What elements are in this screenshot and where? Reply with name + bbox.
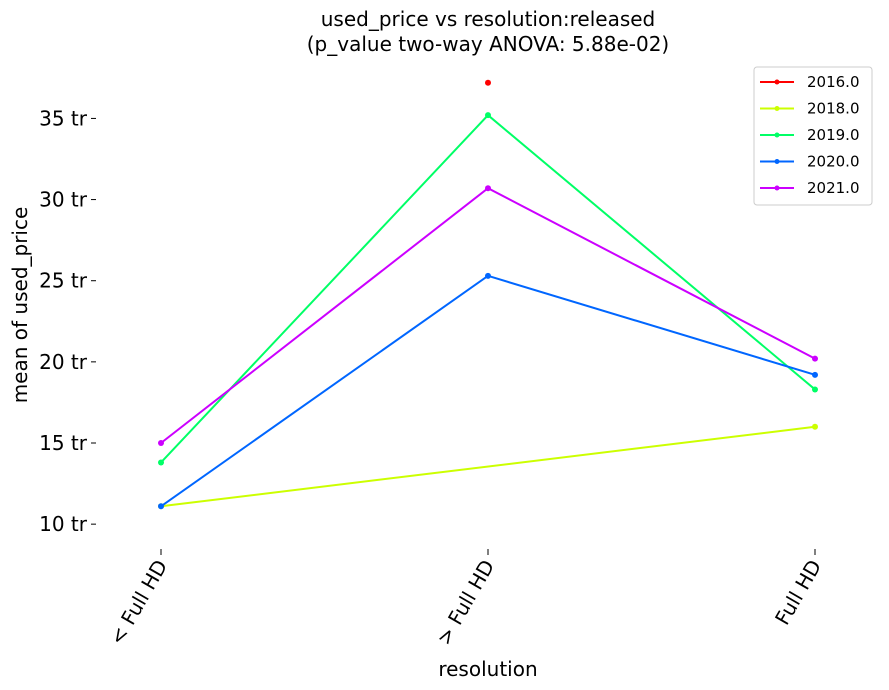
x-tick-label: > Full HD: [431, 556, 499, 650]
legend-box: [753, 66, 873, 206]
data-point: [485, 185, 491, 192]
series-layer: [158, 79, 818, 510]
x-tick-label: Full HD: [770, 556, 826, 629]
legend-item: 2021.0: [760, 179, 860, 197]
data-point: [158, 503, 164, 510]
data-point: [812, 423, 818, 430]
x-tick-label: < Full HD: [104, 556, 172, 650]
x-axis-label: resolution: [438, 657, 537, 681]
data-point: [485, 112, 491, 119]
y-tick-label: 20 tr: [39, 350, 88, 374]
series-2019.0: [158, 112, 818, 466]
x-axis: < Full HD > Full HD Full HD: [104, 549, 826, 649]
legend: 2016.0 2018.0 2019.0 2020.0 2021.0: [753, 66, 873, 206]
y-axis: 10 tr 15 tr 20 tr 25 tr 30 tr 35 tr: [39, 106, 96, 536]
y-tick-label: 35 tr: [39, 106, 88, 130]
series-line: [160, 274, 816, 508]
data-point: [812, 355, 818, 362]
series-2021.0: [158, 185, 818, 447]
legend-label: 2019.0: [807, 126, 860, 144]
legend-marker: [774, 185, 780, 191]
legend-marker: [774, 79, 780, 85]
series-2016.0: [485, 79, 491, 86]
legend-label: 2018.0: [807, 100, 860, 118]
legend-item: 2019.0: [760, 126, 860, 144]
y-tick-label: 25 tr: [39, 269, 88, 293]
y-axis-label: mean of used_price: [8, 207, 32, 404]
legend-item: 2016.0: [760, 73, 860, 91]
data-point: [158, 459, 164, 466]
legend-marker: [774, 106, 780, 111]
series-line: [160, 113, 816, 464]
legend-label: 2020.0: [807, 153, 860, 171]
legend-item: 2020.0: [760, 153, 860, 171]
chart-title: used_price vs resolution:released: [321, 7, 656, 31]
series-line: [160, 187, 816, 444]
chart-subtitle: (p_value two-way ANOVA: 5.88e-02): [307, 32, 669, 56]
data-point: [812, 386, 818, 393]
y-tick-label: 10 tr: [39, 512, 88, 536]
legend-item: 2018.0: [760, 100, 860, 118]
y-tick-label: 30 tr: [39, 188, 88, 212]
data-point: [812, 371, 818, 378]
legend-marker: [774, 159, 780, 164]
data-point: [485, 272, 491, 279]
data-point: [485, 79, 491, 86]
legend-label: 2021.0: [807, 179, 860, 197]
data-point: [158, 440, 164, 447]
series-2018.0: [158, 423, 818, 510]
legend-label: 2016.0: [807, 73, 860, 91]
legend-marker: [774, 132, 780, 138]
y-tick-label: 15 tr: [39, 431, 88, 455]
series-2020.0: [158, 272, 818, 510]
series-line: [160, 425, 816, 508]
